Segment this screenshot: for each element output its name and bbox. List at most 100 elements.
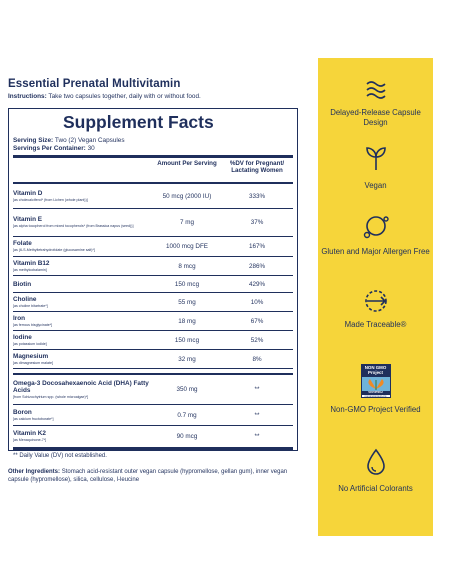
- feature-non-gmo: NON GMO Project VERIFIED nongmoproject.o…: [318, 364, 433, 415]
- nutrient-amount: 8 mcg: [178, 262, 196, 270]
- nutrient-amount: 150 mcg: [174, 336, 200, 344]
- nutrient-amount: 90 mcg: [176, 433, 198, 440]
- nutrient-row: Omega-3 Docosahexaenoic Acid (DHA) Fatty…: [13, 375, 293, 405]
- left-column: Essential Prenatal Multivitamin Instruct…: [8, 78, 301, 459]
- nutrient-row: Vitamin B12 [as methylcobalamin] 8 mcg 286%: [13, 257, 293, 276]
- feature-allergen-free: Gluten and Major Allergen Free: [318, 213, 433, 257]
- instructions-text: Take two capsules together, daily with o…: [48, 93, 201, 100]
- feature-no-colorants: No Artificial Colorants: [318, 448, 433, 494]
- servings-per-container: Servings Per Container: 30: [13, 145, 293, 152]
- nutrient-dv: 167%: [248, 243, 266, 250]
- column-headers: Amount Per Serving %DV for Pregnant/ Lac…: [13, 160, 293, 182]
- nutrient-row: Iodine [as potassium iodide] 150 mcg 52%: [13, 331, 293, 350]
- dv-footnote: ** Daily Value (DV) not established.: [13, 448, 293, 459]
- product-title: Essential Prenatal Multivitamin: [8, 78, 181, 90]
- nutrient-dv: 52%: [250, 336, 264, 344]
- drop-icon: [366, 448, 385, 475]
- feature-label: Made Traceable®: [344, 320, 407, 329]
- serving-size-value: Two (2) Vegan Capsules: [54, 137, 125, 144]
- nutrient-name: Boron: [13, 408, 32, 416]
- nutrient-source: [as Menaquinone-7*]: [13, 438, 47, 443]
- nutrient-amount: 1000 mcg DFE: [166, 243, 208, 250]
- feature-label: Gluten and Major Allergen Free: [321, 247, 430, 256]
- divider: [13, 373, 293, 375]
- nutrient-dv: 10%: [250, 298, 264, 306]
- serving-size: Serving Size: Two (2) Vegan Capsules: [13, 137, 293, 144]
- nutrient-amount: 350 mg: [176, 386, 198, 393]
- supplement-facts-title: Supplement Facts: [63, 112, 214, 132]
- supplement-facts-panel: Supplement Facts Serving Size: Two (2) V…: [8, 108, 298, 459]
- nutrient-source: [as methylcobalamin]: [13, 267, 47, 272]
- nutrient-amount: 7 mg: [180, 219, 194, 226]
- feature-delayed-release: Delayed-Release Capsule Design: [318, 80, 433, 128]
- instructions: Instructions: Take two capsules together…: [8, 93, 301, 100]
- nutrient-source: [from Schizochytrium spp. (whole microal…: [13, 394, 89, 399]
- nutrient-dv: **: [254, 411, 260, 419]
- waves-icon: [365, 81, 386, 99]
- feature-label: Delayed-Release Capsule Design: [330, 108, 421, 128]
- nutrient-dv: 286%: [248, 262, 266, 270]
- nutrient-row: Biotin 150 mcg 429%: [13, 276, 293, 293]
- other-ingredients-label: Other Ingredients:: [8, 469, 61, 475]
- molecule-icon: [363, 216, 389, 239]
- nutrient-dv: 8%: [252, 355, 262, 363]
- nutrient-name: Folate: [13, 240, 32, 248]
- instructions-label: Instructions:: [8, 93, 47, 100]
- other-ingredients: Other Ingredients: Stomach acid-resistan…: [8, 468, 301, 485]
- nutrient-name: Omega-3 Docosahexaenoic Acid (DHA) Fatty…: [13, 379, 149, 394]
- nutrient-amount: 150 mcg: [174, 280, 200, 288]
- traceable-icon: [364, 290, 387, 312]
- nutrient-row: Folate [as (6-S-Methyltetrahydrofolate (g…: [13, 237, 293, 257]
- badge-top-text: NON GMO Project: [361, 365, 390, 377]
- nutrient-name: Vitamin B12: [13, 259, 50, 267]
- feature-label: Non-GMO Project Verified: [330, 405, 421, 414]
- serving-size-label: Serving Size:: [13, 137, 54, 144]
- nutrient-dv: 429%: [248, 280, 266, 288]
- nutrient-row: Vitamin D [as cholecalciferol* (from Lich…: [13, 184, 293, 209]
- nutrient-source: [as cholecalciferol* (from Lichen (whole…: [13, 197, 88, 202]
- feature-vegan: Vegan: [318, 145, 433, 191]
- nutrient-dv: 333%: [248, 192, 266, 200]
- badge-url: nongmoproject.org: [364, 394, 387, 398]
- nutrient-dv: **: [254, 433, 260, 440]
- feature-label: Vegan: [364, 181, 387, 190]
- butterfly-icon: [361, 376, 390, 391]
- nutrient-row: Vitamin E [as alpha tocopherol from mixed…: [13, 209, 293, 237]
- other-ingredients-text: Stomach acid-resistant outer vegan capsu…: [8, 469, 288, 484]
- nutrient-source: [as calcium fructoborate*]: [13, 416, 54, 421]
- other-nutrient-list: Omega-3 Docosahexaenoic Acid (DHA) Fatty…: [13, 375, 293, 448]
- nutrient-source: [as alpha tocopherol from mixed tocopher…: [13, 224, 134, 229]
- nutrient-name: Choline: [13, 295, 37, 303]
- dv-column-header: %DV for Pregnant/ Lactating Women: [229, 160, 285, 174]
- servings-per-container-label: Servings Per Container:: [13, 145, 86, 152]
- nutrient-name: Iron: [13, 314, 26, 322]
- feature-traceable: Made Traceable®: [318, 288, 433, 330]
- nutrient-name: Magnesium: [13, 352, 49, 360]
- nutrient-row: Choline [as choline bitartrate*] 55 mg 10%: [13, 293, 293, 312]
- servings-per-container-value: 30: [87, 145, 95, 152]
- nutrient-amount: 50 mcg (2000 IU): [162, 192, 212, 200]
- nutrient-name: Biotin: [13, 280, 32, 288]
- nutrient-amount: 32 mg: [178, 355, 196, 363]
- nutrient-list: Vitamin D [as cholecalciferol* (from Lich…: [13, 184, 293, 369]
- nutrient-dv: **: [254, 386, 260, 393]
- nutrient-name: Vitamin D: [13, 189, 43, 197]
- nutrient-source: [as ferrous bisglycinate*]: [13, 322, 53, 327]
- nutrient-amount: 0.7 mg: [177, 411, 197, 419]
- nutrient-source: [as (6-S-Methyltetrahydrofolate (glucosa…: [13, 248, 95, 253]
- badge-verified-text: VERIFIED: [361, 390, 390, 395]
- nutrient-name: Vitamin E: [13, 216, 43, 224]
- features-sidebar: Delayed-Release Capsule Design Vegan Glu…: [318, 58, 433, 536]
- nutrient-name: Vitamin K2: [13, 430, 46, 438]
- nutrient-dv: 67%: [250, 317, 264, 325]
- nutrient-row: Magnesium [as dimagnesium malate] 32 mg 8%: [13, 350, 293, 369]
- amount-column-header: Amount Per Serving: [157, 160, 217, 167]
- nutrient-source: [as choline bitartrate*]: [13, 303, 48, 308]
- nutrient-name: Iodine: [13, 333, 32, 341]
- nutrient-row: Iron [as ferrous bisglycinate*] 18 mg 67%: [13, 312, 293, 331]
- sprout-icon: [365, 147, 386, 170]
- nutrient-amount: 18 mg: [178, 317, 196, 325]
- nutrient-row: Boron [as calcium fructoborate*] 0.7 mg **: [13, 405, 293, 426]
- feature-label: No Artificial Colorants: [338, 484, 413, 493]
- non-gmo-badge: NON GMO Project VERIFIED nongmoproject.o…: [360, 364, 391, 398]
